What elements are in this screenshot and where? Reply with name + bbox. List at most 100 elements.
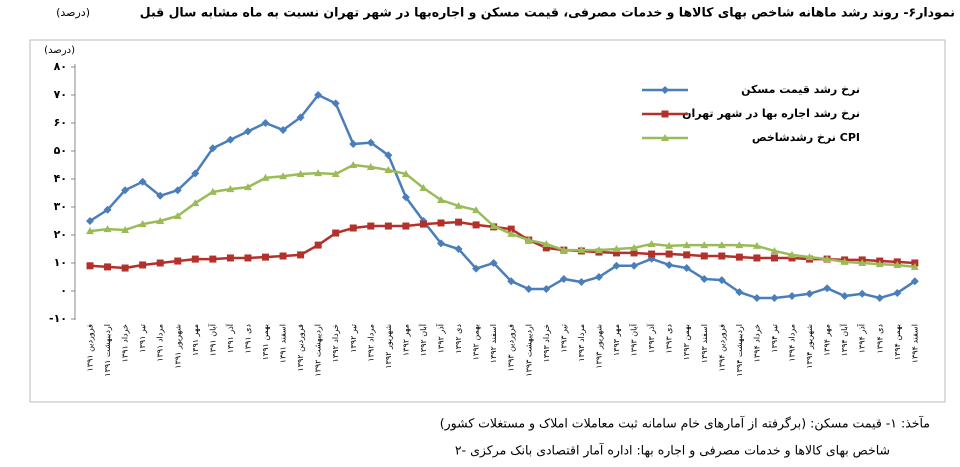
point: [402, 222, 410, 230]
x-tick-label: بهمن ۱۳۹۳: [682, 324, 691, 360]
point: [384, 166, 393, 174]
y-tick-label: ۴۰: [54, 172, 67, 185]
point: [331, 99, 340, 108]
x-tick-label: دی ۱۳۹۲: [454, 324, 463, 354]
point: [86, 227, 94, 235]
point: [630, 249, 638, 257]
x-tick-label: اردیبهشت ۱۳۹۲: [314, 324, 323, 377]
point: [507, 277, 516, 286]
x-tick-label: تیر ۱۳۹۱: [138, 324, 147, 353]
point: [296, 113, 305, 122]
point: [86, 217, 94, 225]
point: [314, 169, 323, 177]
point: [718, 252, 726, 260]
point: [331, 169, 340, 177]
point: [542, 244, 550, 252]
x-tick-label: دی ۱۳۹۳: [665, 324, 674, 354]
x-tick-label: مرداد ۱۳۹۱: [156, 324, 165, 362]
x-tick-label: اردیبهشت ۱۳۹۱: [103, 324, 112, 377]
point: [472, 221, 480, 229]
x-tick-label: آذر ۱۳۹۳: [646, 323, 656, 353]
legend-marker: [661, 110, 669, 118]
point: [243, 127, 252, 136]
point: [542, 285, 551, 294]
x-tick-label: خرداد ۱۳۹۲: [331, 324, 340, 362]
point: [788, 254, 796, 262]
point: [86, 262, 94, 270]
x-tick-label: آبان ۱۳۹۳: [629, 323, 639, 356]
point: [401, 169, 410, 177]
point: [682, 264, 691, 273]
point: [332, 229, 340, 237]
x-tick-label: خرداد ۱۳۹۱: [121, 324, 130, 362]
point: [630, 261, 639, 270]
x-tick-label: فروردین ۱۳۹۱: [86, 324, 95, 372]
point: [472, 206, 481, 214]
point: [612, 245, 621, 252]
point: [840, 292, 849, 301]
point: [717, 276, 726, 285]
point: [735, 253, 743, 261]
point: [489, 259, 498, 267]
point: [156, 191, 165, 200]
legend-marker: [661, 134, 669, 141]
point: [840, 257, 849, 265]
point: [717, 241, 726, 249]
x-tick-label: فروردین ۱۳۹۲: [296, 324, 305, 372]
point: [647, 254, 656, 263]
y-tick-label: ۸۰: [54, 60, 67, 73]
x-tick-label: اسفند ۱۳۹۳: [700, 324, 709, 363]
point: [349, 161, 358, 168]
point: [875, 260, 884, 268]
point: [209, 255, 217, 263]
point: [524, 236, 533, 244]
point: [577, 246, 586, 254]
x-tick-label: اسفند ۱۳۹۴: [910, 324, 919, 363]
point: [858, 259, 867, 266]
legend-label: نرخ رشد اجاره بها در شهر تهران: [682, 107, 860, 120]
point: [208, 144, 217, 153]
x-tick-label: شهریور ۱۳۹۳: [594, 324, 603, 369]
point: [507, 229, 516, 237]
y-tick-label: ۶۰: [54, 116, 67, 129]
point: [367, 222, 375, 230]
x-tick-label: مرداد ۱۳۹۳: [577, 324, 586, 362]
point: [753, 254, 761, 262]
x-tick-label: آذر ۱۳۹۴: [857, 323, 867, 353]
x-tick-label: مهر ۱۳۹۲: [401, 324, 410, 356]
point: [296, 169, 305, 177]
point: [437, 196, 445, 203]
point: [243, 183, 252, 191]
point: [507, 225, 515, 233]
point: [261, 173, 270, 181]
point: [700, 241, 709, 249]
point: [893, 288, 902, 297]
y-tick-label: ۱۰: [54, 256, 67, 269]
y-tick-label: ۳۰: [54, 200, 67, 213]
point: [104, 263, 112, 271]
point: [489, 222, 498, 230]
point: [735, 241, 744, 249]
x-tick-label: دی ۱۳۹۴: [875, 324, 884, 354]
point: [138, 177, 147, 186]
point: [788, 250, 796, 258]
x-tick-label: آبان ۱۳۹۲: [418, 323, 428, 356]
point: [226, 254, 234, 262]
point: [524, 285, 533, 294]
point: [174, 257, 182, 265]
y-axis-label: (درصد): [44, 45, 75, 56]
note: مآخذ: ۱- قیمت مسکن: (برگرفته از آمارهای …: [440, 416, 930, 432]
x-tick-label: اردیبهشت ۱۳۹۴: [735, 324, 744, 377]
point: [682, 241, 691, 249]
x-tick-label: بهمن ۱۳۹۴: [893, 324, 902, 360]
x-tick-label: تیر ۱۳۹۴: [770, 324, 779, 353]
x-tick-label: شهریور ۱۳۹۱: [173, 324, 182, 369]
chart-frame: [29, 39, 946, 403]
point: [665, 241, 674, 249]
point: [121, 225, 130, 233]
x-tick-label: آبان ۱۳۹۴: [839, 323, 849, 356]
x-tick-label: بهمن ۱۳۹۲: [472, 324, 481, 360]
legend-label: نرخ رشد قیمت مسکن: [741, 83, 860, 96]
point: [613, 249, 620, 257]
